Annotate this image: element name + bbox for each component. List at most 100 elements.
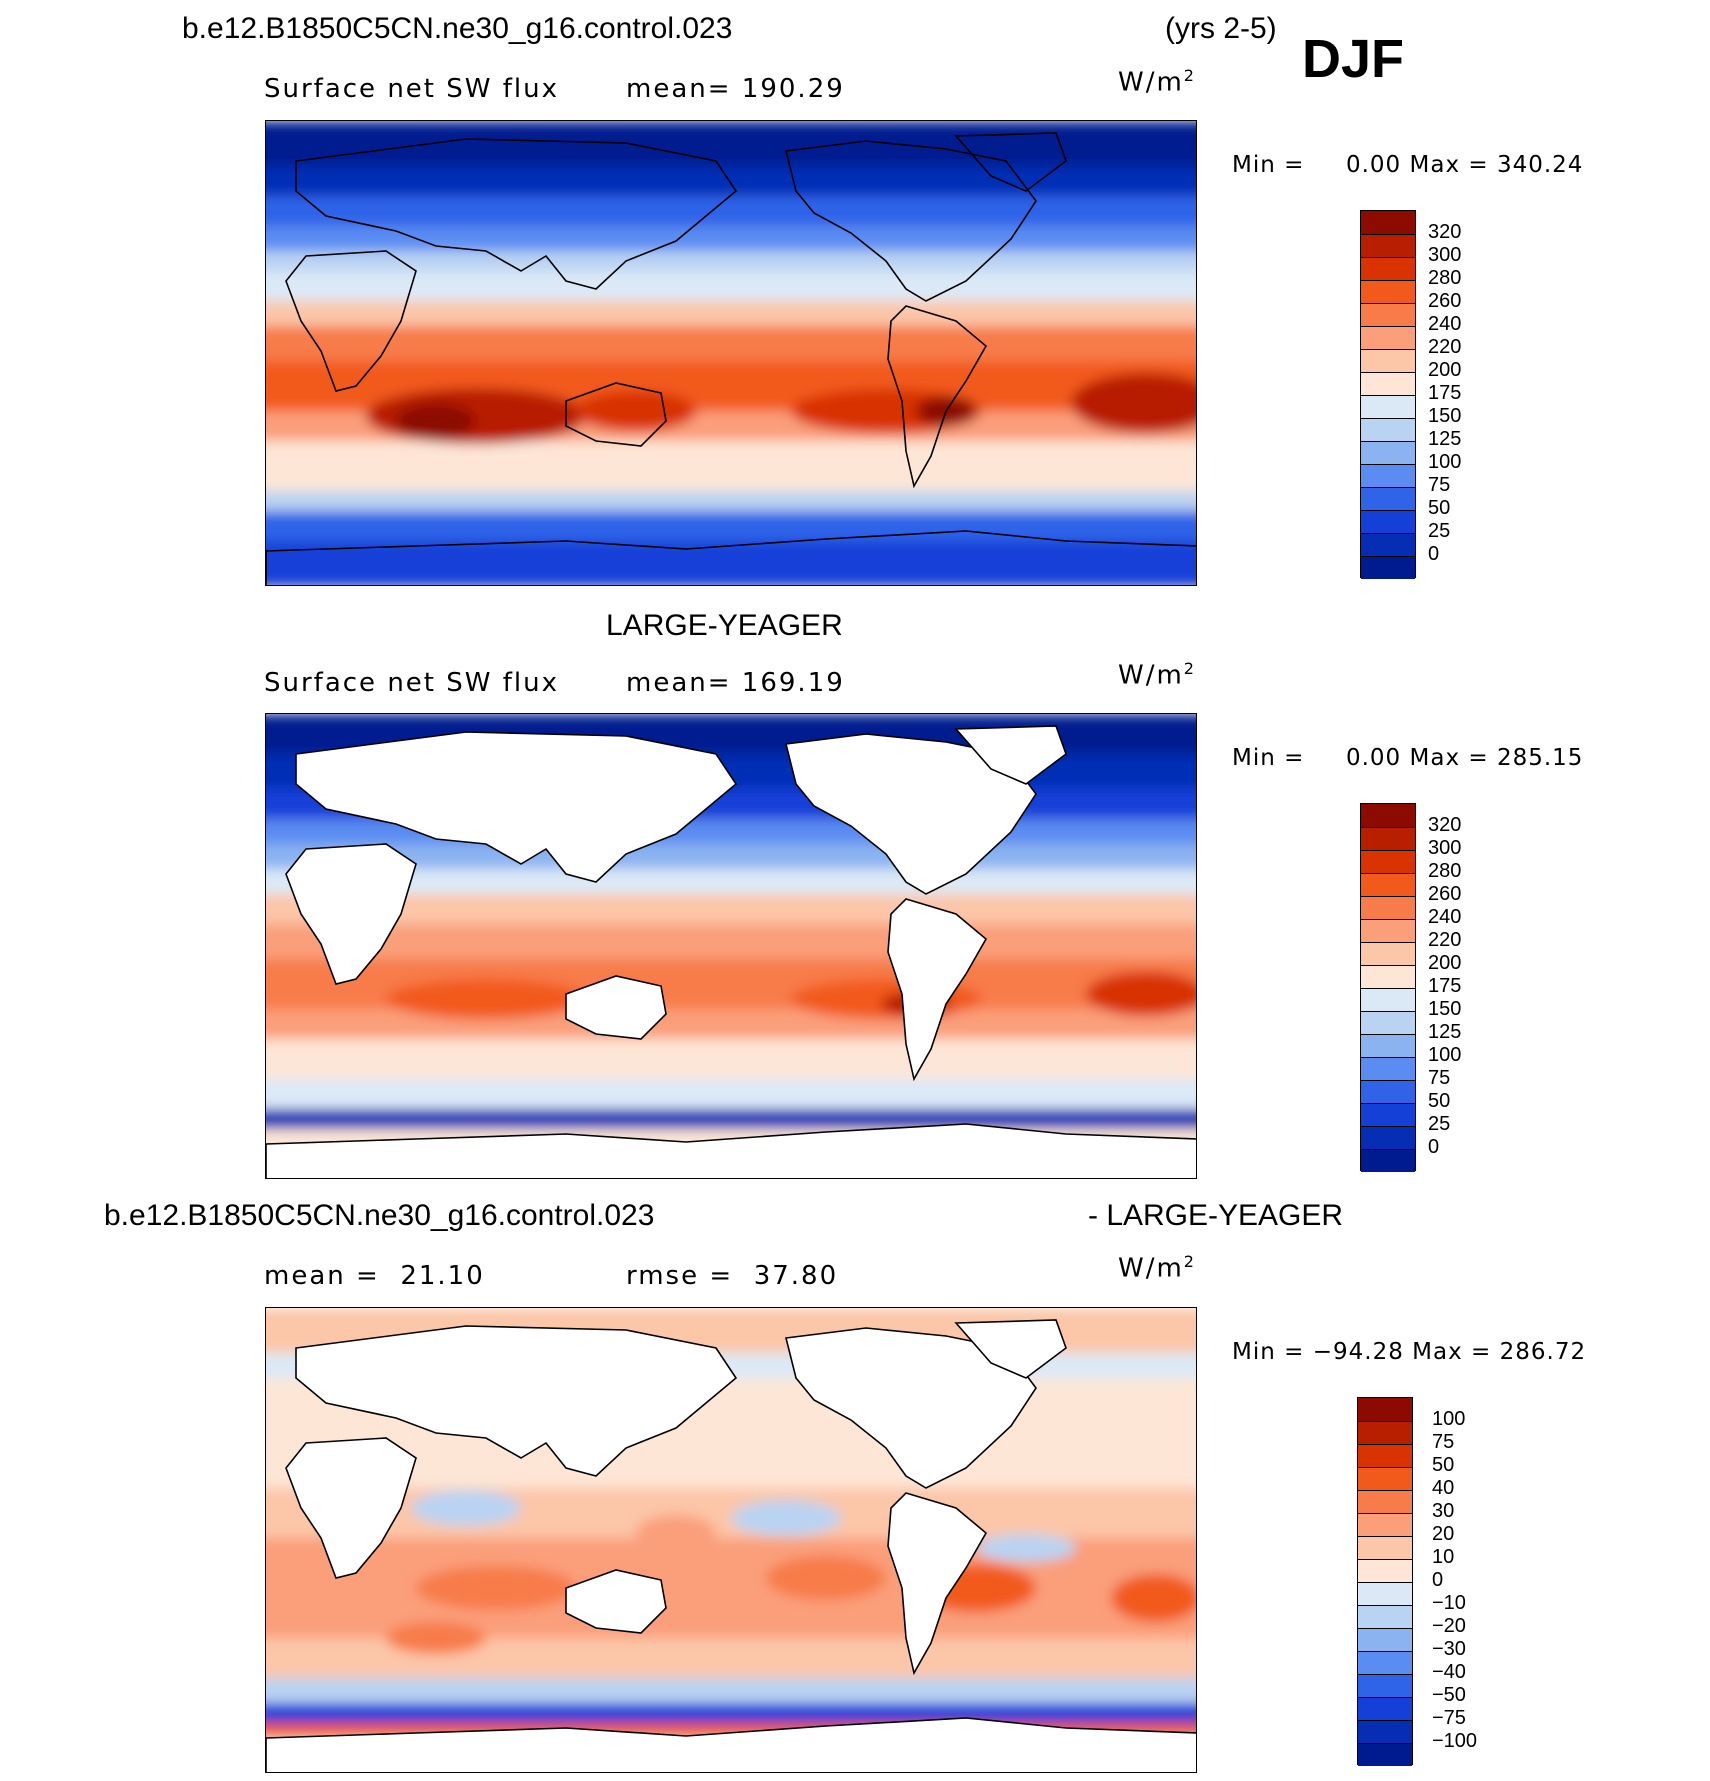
colorbar-segment [1361,873,1415,896]
field-shading [266,121,1196,585]
units-label: W/m2 [1118,66,1196,98]
colorbar-segment [1361,211,1415,234]
colorbar-segment [1358,1582,1412,1605]
case-title: b.e12.B1850C5CN.ne30_g16.control.023 [182,12,733,45]
colorbar-segment [1358,1720,1412,1743]
colorbar-tick-label: 0 [1428,1136,1440,1158]
colorbar-segment [1361,510,1415,533]
map-obs [265,713,1197,1179]
colorbar-tick-label: 25 [1428,520,1451,542]
colorbar-segment [1358,1697,1412,1720]
colorbar-tick-label: 240 [1428,906,1462,928]
colorbar-segment [1361,464,1415,487]
colorbar-segment [1358,1444,1412,1467]
colorbar-tick-label: 25 [1428,1113,1451,1135]
min-max-label: Min = 0.00 Max = 285.15 [1232,745,1584,771]
colorbar-tick-label: 75 [1428,474,1451,496]
colorbar-tick-label: 150 [1428,405,1462,427]
colorbar-tick-label: 20 [1432,1523,1455,1545]
colorbar-segment [1361,804,1415,827]
colorbar-segment [1361,556,1415,579]
colorbar-segment [1361,487,1415,510]
colorbar-tick-label: 300 [1428,244,1462,266]
colorbar-tick-label: 300 [1428,837,1462,859]
colorbar-segment [1361,850,1415,873]
coastlines [266,1319,1196,1772]
colorbar-segment [1361,1011,1415,1034]
colorbar-segment [1358,1651,1412,1674]
colorbar-segment [1361,1103,1415,1126]
colorbar-tick-label: 100 [1432,1408,1466,1430]
colorbar-segment [1361,1080,1415,1103]
colorbar-segment [1358,1628,1412,1651]
colorbar-segment [1361,1034,1415,1057]
colorbar-segment [1361,988,1415,1011]
colorbar-segment [1361,1057,1415,1080]
map-model [265,120,1197,586]
colorbar-tick-label: −20 [1432,1615,1466,1637]
coastlines [266,132,1196,585]
min-max-label: Min = 0.00 Max = 340.24 [1232,152,1584,178]
colorbar-segment [1361,303,1415,326]
colorbar-tick-label: 100 [1428,451,1462,473]
colorbar-tick-label: 280 [1428,267,1462,289]
colorbar-segment [1358,1674,1412,1697]
colorbar-segment [1361,418,1415,441]
colorbar-tick-label: 220 [1428,336,1462,358]
colorbar-segment [1361,395,1415,418]
colorbar-tick-label: 50 [1432,1454,1455,1476]
colorbar-tick-label: 280 [1428,860,1462,882]
obs-title: LARGE-YEAGER [606,609,843,642]
units-label: W/m2 [1118,659,1196,691]
colorbar-tick-label: 75 [1428,1067,1451,1089]
colorbar-segment [1358,1421,1412,1444]
rmse-label: rmse = 37.80 [626,1261,839,1291]
colorbar-tick-label: −40 [1432,1661,1466,1683]
colorbar-tick-label: 0 [1428,543,1440,565]
colorbar-segment [1361,896,1415,919]
colorbar-tick-label: −100 [1432,1730,1478,1752]
colorbar-segment [1358,1536,1412,1559]
colorbar-tick-label: 50 [1428,497,1451,519]
colorbar-segment [1358,1398,1412,1421]
colorbar-segment [1358,1513,1412,1536]
colorbar-tick-label: 125 [1428,428,1462,450]
colorbar-obs [1360,803,1416,1172]
colorbar-segment [1358,1605,1412,1628]
colorbar-tick-label: 175 [1428,382,1462,404]
coastlines [266,725,1196,1178]
colorbar-segment [1358,1743,1412,1766]
colorbar-segment [1358,1467,1412,1490]
colorbar-segment [1361,234,1415,257]
colorbar-segment [1361,349,1415,372]
years-label: (yrs 2-5) [1165,12,1277,45]
colorbar-segment [1361,441,1415,464]
colorbar-tick-label: −30 [1432,1638,1466,1660]
colorbar-segment [1361,326,1415,349]
colorbar-tick-label: 10 [1432,1546,1455,1568]
colorbar-tick-label: 150 [1428,998,1462,1020]
colorbar-tick-label: 50 [1428,1090,1451,1112]
units-label: W/m2 [1118,1252,1196,1284]
colorbar-tick-label: 220 [1428,929,1462,951]
colorbar-tick-label: 0 [1432,1569,1444,1591]
colorbar-tick-label: 200 [1428,952,1462,974]
colorbar-diff [1357,1397,1413,1766]
colorbar-segment [1361,1126,1415,1149]
map-diff [265,1307,1197,1773]
colorbar-segment [1361,827,1415,850]
colorbar-tick-label: −10 [1432,1592,1466,1614]
colorbar-segment [1361,919,1415,942]
colorbar-tick-label: 175 [1428,975,1462,997]
variable-label: Surface net SW flux [264,74,559,104]
mean-label: mean= 190.29 [626,74,845,104]
season-label: DJF [1302,29,1405,89]
colorbar-segment [1358,1559,1412,1582]
colorbar-tick-label: 125 [1428,1021,1462,1043]
diff-title-right: - LARGE-YEAGER [1088,1199,1344,1232]
colorbar-tick-label: 260 [1428,290,1462,312]
colorbar-tick-label: 40 [1432,1477,1455,1499]
colorbar-segment [1361,372,1415,395]
colorbar-segment [1361,942,1415,965]
colorbar-tick-label: 240 [1428,313,1462,335]
